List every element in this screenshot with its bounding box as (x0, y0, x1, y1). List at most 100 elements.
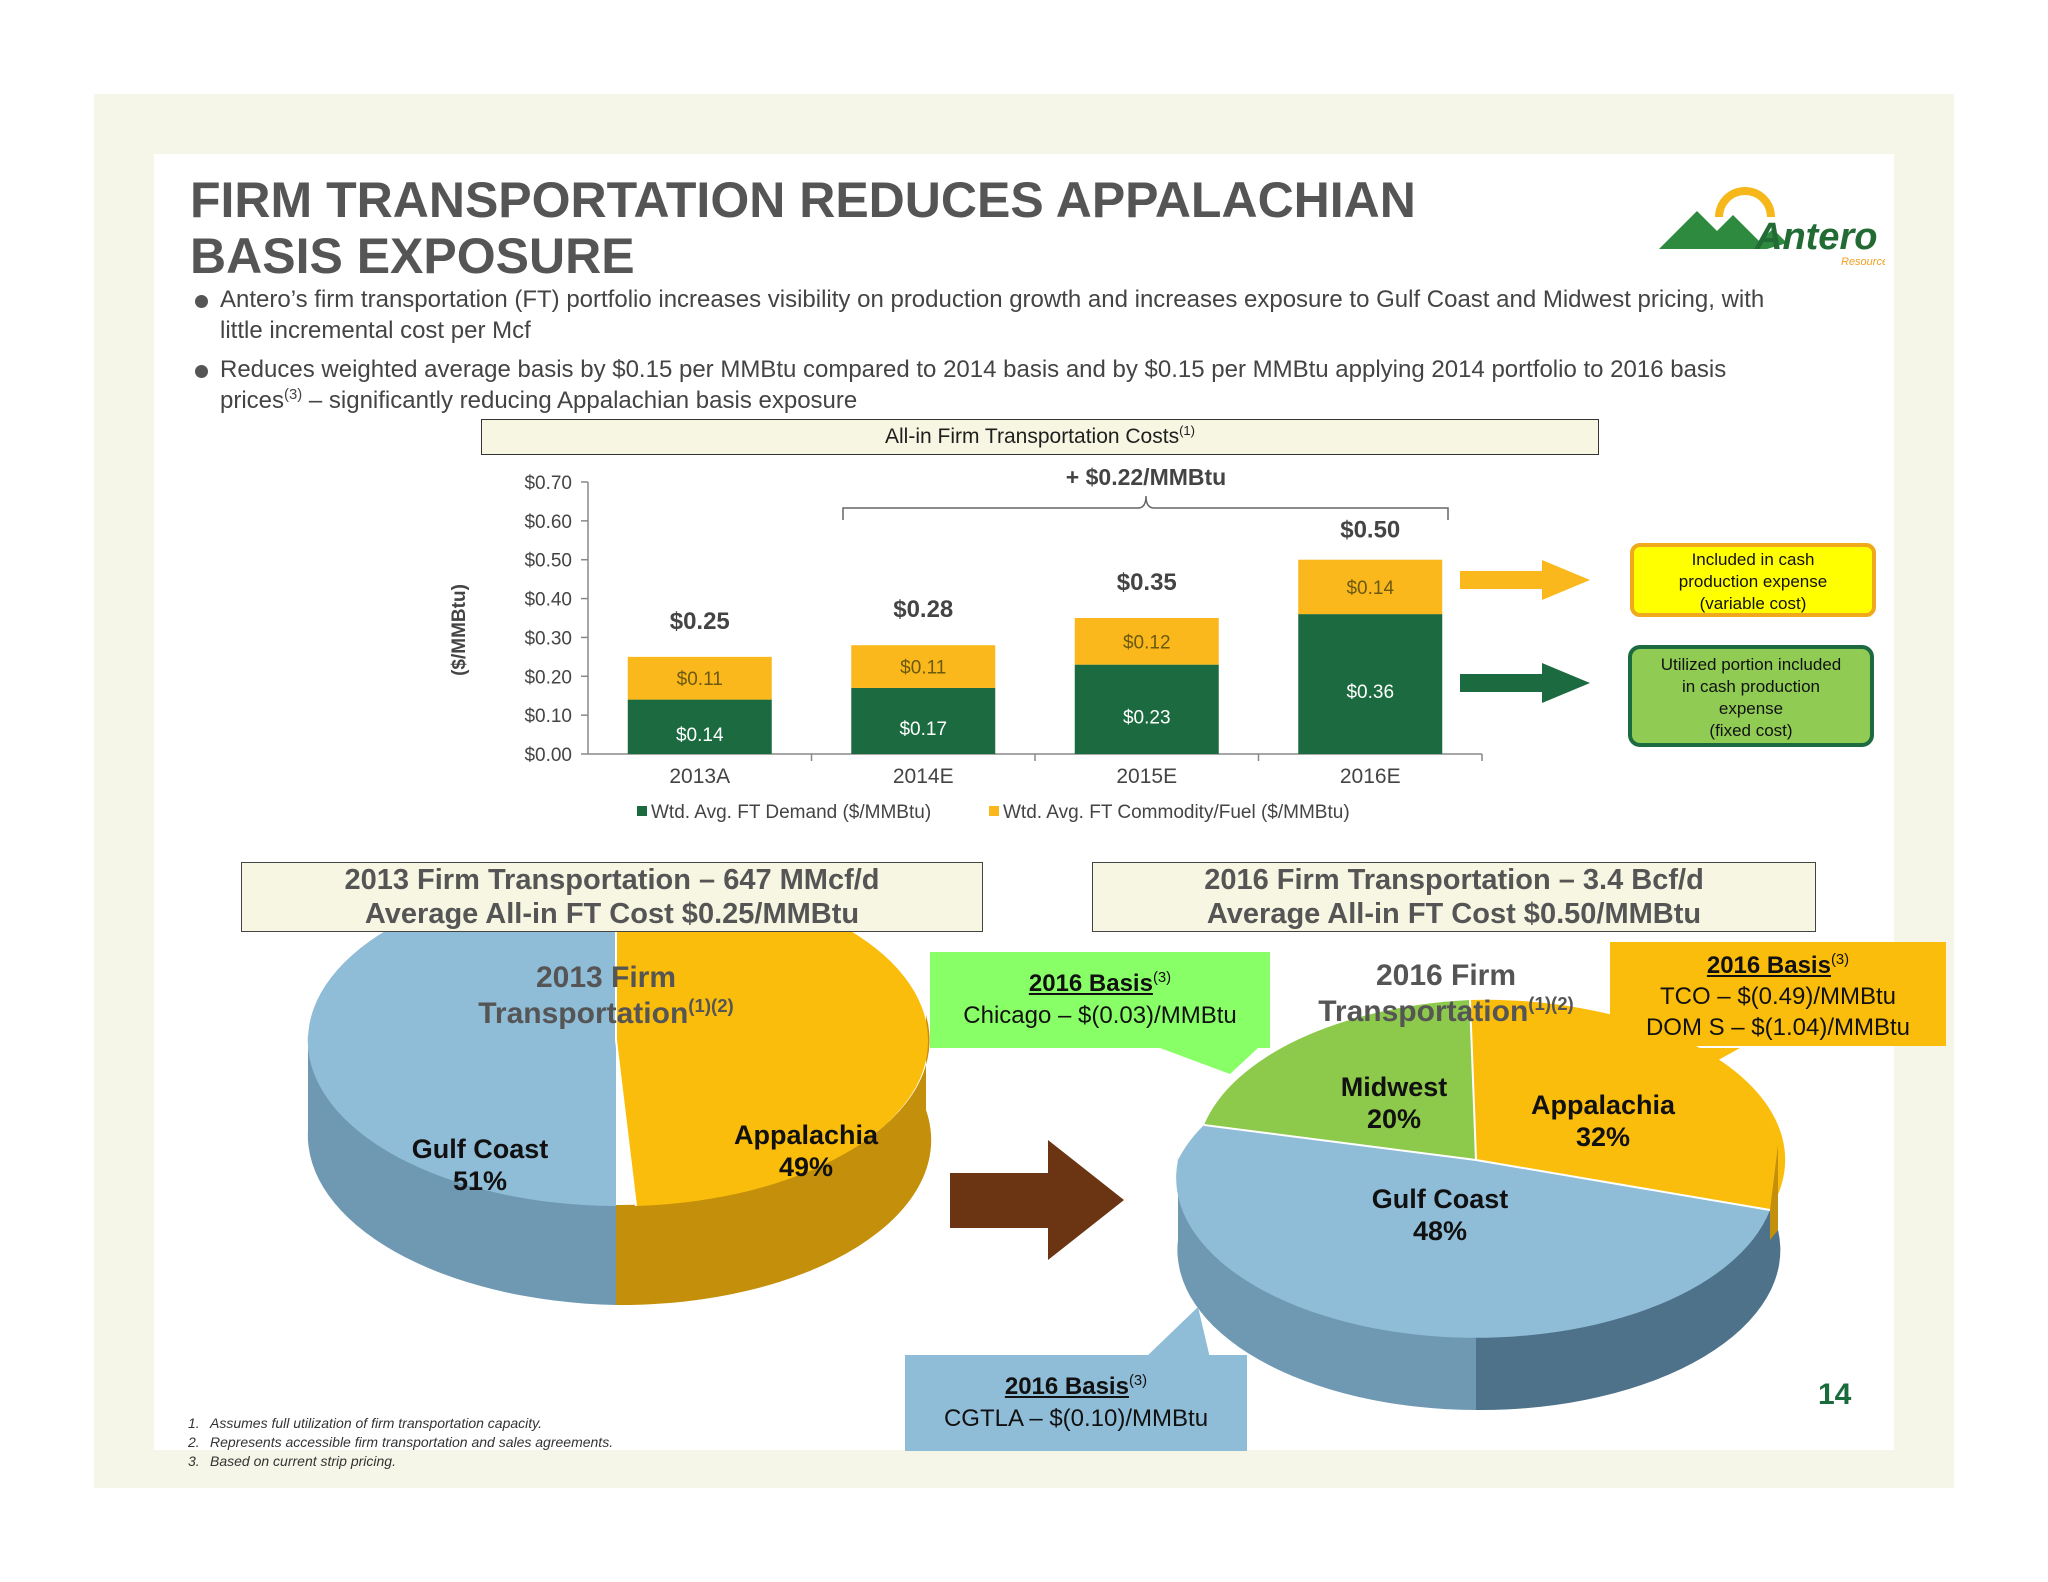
pie-2013-appalachia-slice (616, 874, 929, 1206)
pie-2013-appalachia-label: Appalachia (734, 1120, 879, 1150)
bar-total-label: $0.35 (1117, 569, 1177, 596)
bar-demand (1298, 614, 1443, 754)
summary-2013-box: 2013 Firm Transportation – 647 MMcf/d Av… (241, 862, 983, 932)
variable-cost-line-3: (variable cost) (1700, 594, 1807, 613)
pie-2016-title-text: Transportation (1318, 995, 1529, 1028)
bars: $0.14 $0.11 $0.25 $0.17 $0.11 $0.28 $0.23 $0.12… (627, 517, 1443, 754)
bar-commodity (627, 656, 772, 700)
chicago-basis-callout: 2016 Basis(3) Chicago – $(0.03)/MMBtu (930, 952, 1270, 1048)
bar-total-label: $0.50 (1340, 517, 1400, 544)
bar-label-commodity: $0.11 (677, 669, 723, 690)
footnote-3-text: Based on current strip pricing. (210, 1453, 396, 1469)
footnote-3: 3. Based on current strip pricing. (188, 1452, 613, 1471)
pie-2016-appalachia-label: Appalachia (1531, 1090, 1676, 1120)
gulf-callout-text: CGTLA – $(0.10)/MMBtu (943, 1405, 1209, 1432)
pie-2016-title: 2016 Firm Transportation(1)(2) (1276, 958, 1616, 1030)
bar-label-commodity: $0.14 (1346, 578, 1394, 599)
footnote-3-number: 3. (188, 1453, 200, 1469)
summary-2016-line-2: Average All-in FT Cost $0.50/MMBtu (1206, 898, 1702, 930)
mountain-icon (1659, 211, 1787, 249)
x-tick-label: 2015E (1116, 765, 1177, 788)
pie-2013-appalachia-value: 49% (779, 1152, 833, 1182)
pie-2013-title-footnote-ref: (1)(2) (688, 995, 734, 1016)
logo-text: Antero (1754, 216, 1877, 258)
footnote-2-number: 2. (188, 1434, 200, 1450)
x-tick-label: 2016E (1340, 765, 1401, 788)
y-axis-ticks: $0.00 $0.10 $0.20 $0.30 $0.40 $0.50 $0.60 $0.70 (524, 473, 588, 766)
pie-2016-gulf-side-right (1476, 1145, 1781, 1411)
fixed-cost-line-1: Utilized portion included (1661, 655, 1842, 674)
pie-2013-gulf-value: 51% (453, 1166, 507, 1196)
bar-total-label: $0.25 (670, 608, 730, 635)
pie-2013-gulf-slice (307, 875, 616, 1206)
pie-2013-gulf-label: Gulf Coast (412, 1134, 549, 1164)
footnote-2: 2. Represents accessible firm transportat… (188, 1433, 613, 1452)
footnote-1-text: Assumes full utilization of firm transpo… (210, 1415, 542, 1431)
y-tick-label: $0.70 (524, 473, 572, 494)
legend-swatch-demand (637, 806, 647, 816)
pie-2016-title-line-1: 2016 Firm (1375, 959, 1517, 992)
fixed-cost-arrow-icon (1460, 663, 1590, 703)
pie-2016-midwest-value: 20% (1367, 1104, 1421, 1134)
pie-2013-title-line-1: 2013 Firm (535, 961, 677, 994)
appalachia-callout-footnote-ref: (3) (1830, 952, 1850, 968)
pie-2013-title: 2013 Firm Transportation(1)(2) (436, 960, 776, 1032)
transition-arrow-icon (950, 1140, 1124, 1260)
y-axis-label: ($/MMBtu) (449, 584, 470, 676)
x-axis-ticks: 2013A 2014E 2015E 2016E (669, 754, 1483, 788)
pie-2016-midwest-label: Midwest (1341, 1072, 1448, 1102)
chicago-callout-heading: 2016 Basis (1028, 970, 1153, 997)
x-tick-label: 2013A (669, 765, 730, 788)
title-line-1: FIRM TRANSPORTATION REDUCES APPALACHIAN (190, 172, 1416, 228)
summary-2013-line-2: Average All-in FT Cost $0.25/MMBtu (364, 898, 860, 930)
bar-total-label: $0.28 (893, 596, 953, 623)
y-tick-label: $0.50 (524, 551, 572, 572)
appalachia-callout-tco: TCO – $(0.49)/MMBtu (1659, 983, 1897, 1010)
antero-logo: Antero Resources (1659, 187, 1885, 268)
variable-cost-line-2: production expense (1679, 572, 1827, 591)
gulf-callout-heading: 2016 Basis (1004, 1373, 1129, 1400)
cost-chart-header: All-in Firm Transportation Costs(1) (481, 419, 1599, 455)
legend-swatch-commodity (989, 806, 999, 816)
summary-2016-box: 2016 Firm Transportation – 3.4 Bcf/d Ave… (1092, 862, 1816, 932)
slide-title: FIRM TRANSPORTATION REDUCES APPALACHIAN … (190, 172, 1570, 284)
pie-2016-gulf-side (1177, 1155, 1476, 1410)
bullet-2-text-before: Reduces weighted average basis by $0.15 … (220, 356, 1727, 414)
pie-2013-title-line-2: Transportation(1)(2) (436, 996, 776, 1032)
gulf-callout-pointer (1145, 1307, 1210, 1358)
pie-2013-title-text: Transportation (478, 997, 689, 1030)
bullet-dot-icon (195, 365, 208, 378)
bullet-dot-icon (195, 295, 208, 308)
chicago-callout-text: Chicago – $(0.03)/MMBtu (963, 1002, 1237, 1029)
y-tick-label: $0.40 (524, 590, 572, 611)
pie-2016-midwest-slice (1204, 1000, 1476, 1160)
pie-2016-title-footnote-ref: (1)(2) (1528, 993, 1574, 1014)
summary-2016-line-1: 2016 Firm Transportation – 3.4 Bcf/d (1204, 864, 1704, 896)
cost-header-text: All-in Firm Transportation Costs (884, 425, 1180, 448)
gulf-callout-footnote-ref: (3) (1128, 1373, 1148, 1389)
pie-2013-gulf-side (307, 1035, 616, 1305)
y-tick-label: $0.60 (524, 512, 572, 533)
increase-annotation: + $0.22/MMBtu (1066, 464, 1226, 490)
bullet-2: Reduces weighted average basis by $0.15 … (195, 354, 1810, 416)
footnotes: 1. Assumes full utilization of firm trans… (188, 1414, 613, 1471)
gulf-basis-callout: 2016 Basis(3) CGTLA – $(0.10)/MMBtu (905, 1355, 1247, 1451)
footnote-2-text: Represents accessible firm transportatio… (210, 1434, 614, 1450)
legend-label-demand: Wtd. Avg. FT Demand ($/MMBtu) (651, 802, 931, 823)
fixed-cost-line-3: expense (1719, 699, 1783, 718)
pie-2016-divider (1475, 1159, 1771, 1211)
pie-2013-divider (615, 1039, 637, 1207)
variable-cost-callout (1630, 543, 1876, 617)
bar-label-demand: $0.36 (1346, 682, 1394, 703)
appalachia-callout-doms: DOM S – $(1.04)/MMBtu (1645, 1014, 1911, 1041)
appalachia-callout-heading: 2016 Basis (1706, 952, 1831, 979)
pie-2013: Gulf Coast 51% Appalachia 49% (307, 874, 932, 1306)
fixed-cost-line-2: in cash production (1682, 677, 1820, 696)
summary-2013-line-1: 2013 Firm Transportation – 647 MMcf/d (344, 864, 880, 896)
legend-label-commodity: Wtd. Avg. FT Commodity/Fuel ($/MMBtu) (1003, 802, 1350, 823)
pie-2016-gulf-value: 48% (1413, 1216, 1467, 1246)
bar-commodity (1298, 559, 1443, 615)
variable-cost-line-1: Included in cash (1692, 550, 1815, 569)
title-line-2: BASIS EXPOSURE (190, 228, 635, 284)
bar-demand (851, 687, 996, 754)
